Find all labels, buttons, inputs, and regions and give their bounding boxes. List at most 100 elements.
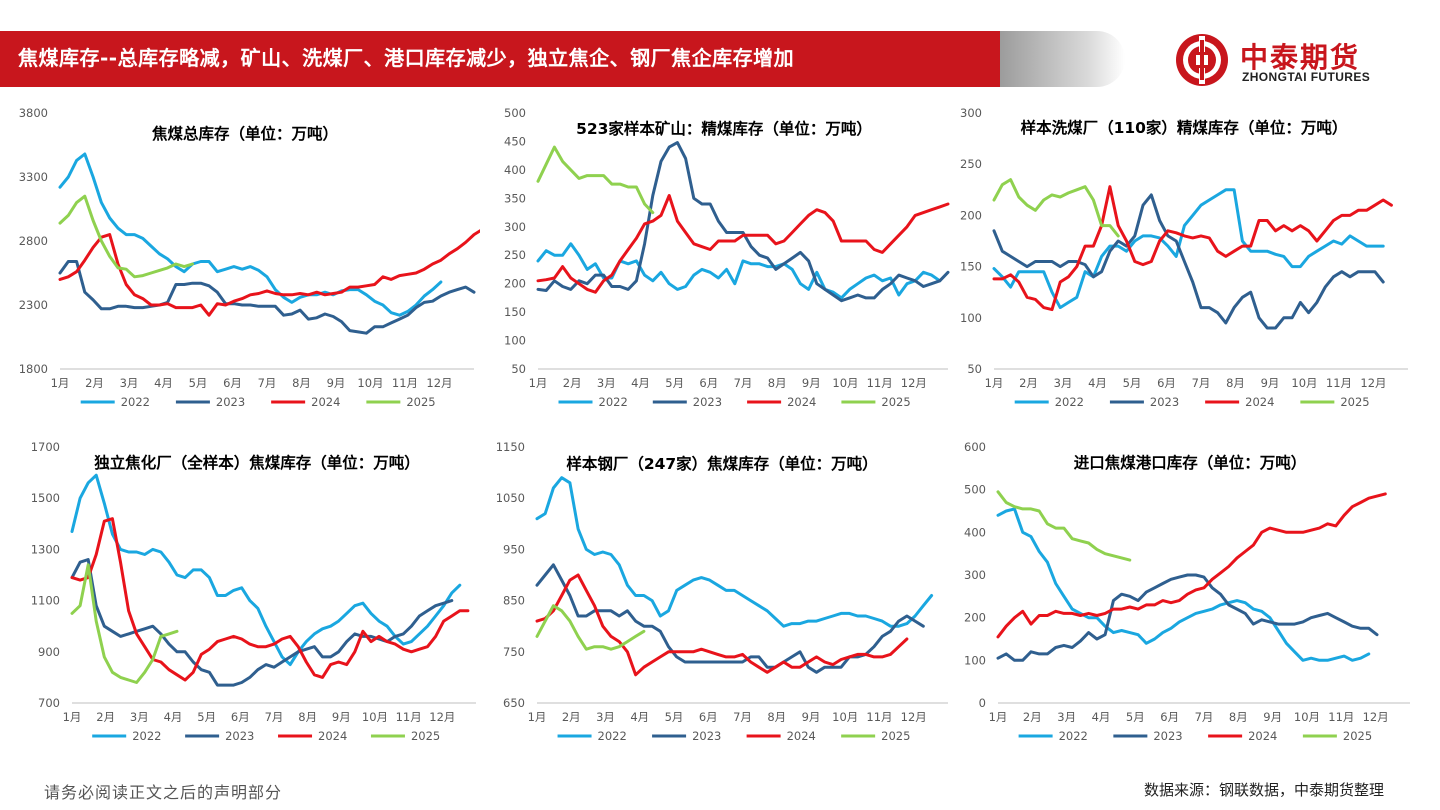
x-tick-label: 11月 bbox=[867, 376, 893, 390]
x-tick-label: 11月 bbox=[1326, 376, 1352, 390]
legend-label-2025: 2025 bbox=[406, 395, 435, 409]
series-line-2022 bbox=[996, 507, 1371, 662]
y-tick-label: 50 bbox=[511, 362, 526, 376]
x-tick-label: 4月 bbox=[154, 376, 173, 390]
x-tick-label: 10月 bbox=[832, 710, 858, 724]
chart-coking-plant-inventory: 700 900 1100 1300 1500 1700 1月 2月 3月 4月 5月 6月 7月 8月 9月… bbox=[31, 440, 476, 743]
series-line-2022 bbox=[58, 152, 443, 317]
x-tick-label: 5月 bbox=[665, 710, 684, 724]
x-tick-label: 12月 bbox=[426, 376, 452, 390]
y-tick-label: 1050 bbox=[496, 491, 525, 505]
y-tick-label: 250 bbox=[504, 248, 526, 262]
chart-title: 样本钢厂（247家）焦煤库存（单位：万吨） bbox=[566, 454, 877, 473]
x-tick-label: 7月 bbox=[734, 376, 753, 390]
series-line-2025 bbox=[58, 194, 194, 279]
legend-label-2022: 2022 bbox=[599, 395, 628, 409]
x-tick-label: 6月 bbox=[231, 710, 250, 724]
x-tick-label: 11月 bbox=[1328, 710, 1354, 724]
chart-title: 独立焦化厂（全样本）焦煤库存（单位：万吨） bbox=[94, 453, 420, 472]
x-tick-label: 2月 bbox=[1023, 710, 1042, 724]
series-line-2024 bbox=[992, 185, 1393, 312]
x-tick-label: 7月 bbox=[265, 710, 284, 724]
logo-icon bbox=[1176, 34, 1228, 86]
y-tick-label: 700 bbox=[38, 696, 60, 710]
x-tick-label: 1月 bbox=[528, 710, 547, 724]
logo-name: 中泰期货 bbox=[1240, 41, 1361, 74]
page-title: 焦煤库存--总库存略减，矿山、洗煤厂、港口库存减少，独立焦企、钢厂焦企库存增加 bbox=[18, 46, 795, 70]
y-tick-label: 100 bbox=[960, 311, 982, 325]
series-line-2022 bbox=[70, 473, 462, 667]
y-tick-label: 350 bbox=[504, 191, 526, 205]
y-tick-label: 200 bbox=[964, 611, 986, 625]
y-tick-label: 100 bbox=[504, 334, 526, 348]
chart-mine-coal-inventory: 50 100 150 200 250 300 350 400 450 500 1月 2月 3月 4月 5月 6… bbox=[504, 106, 950, 409]
y-tick-label: 600 bbox=[964, 440, 986, 454]
y-tick-label: 1150 bbox=[496, 440, 525, 454]
y-tick-label: 300 bbox=[960, 106, 982, 120]
y-tick-label: 750 bbox=[503, 645, 525, 659]
x-tick-label: 2月 bbox=[562, 710, 581, 724]
x-tick-label: 8月 bbox=[292, 376, 311, 390]
x-tick-label: 7月 bbox=[258, 376, 277, 390]
y-tick-label: 400 bbox=[964, 525, 986, 539]
chart-washery-coal-inventory: 50 100 150 200 250 300 1月 2月 3月 4月 5月 6月 7月 8月 9月 10月 11… bbox=[960, 106, 1408, 409]
x-tick-label: 5月 bbox=[197, 710, 216, 724]
series-line-2023 bbox=[58, 260, 476, 335]
header-shadow bbox=[1000, 31, 1125, 87]
series-line-2023 bbox=[996, 573, 1379, 662]
chart-title: 523家样本矿山：精煤库存（单位：万吨） bbox=[576, 119, 872, 138]
y-tick-label: 200 bbox=[504, 277, 526, 291]
series-line-2025 bbox=[536, 145, 655, 215]
x-tick-label: 4月 bbox=[631, 376, 650, 390]
x-tick-label: 10月 bbox=[832, 376, 858, 390]
x-tick-label: 1月 bbox=[63, 710, 82, 724]
disclaimer-text: 请务必阅读正文之后的声明部分 bbox=[44, 783, 283, 802]
x-tick-label: 11月 bbox=[392, 376, 418, 390]
legend-label-2023: 2023 bbox=[692, 729, 721, 743]
series-line-2024 bbox=[996, 492, 1387, 639]
series-line-2022 bbox=[535, 476, 934, 628]
x-tick-label: 5月 bbox=[189, 376, 208, 390]
legend-label-2025: 2025 bbox=[881, 729, 910, 743]
x-tick-label: 6月 bbox=[699, 376, 718, 390]
y-tick-label: 900 bbox=[38, 645, 60, 659]
y-tick-label: 2800 bbox=[19, 234, 48, 248]
chart-port-coal-inventory: 0 100 200 300 400 500 600 1月 2月 3月 4月 5月 6月 7月 8月 9月 10月… bbox=[964, 440, 1410, 743]
x-tick-label: 3月 bbox=[130, 710, 149, 724]
y-tick-label: 250 bbox=[960, 157, 982, 171]
y-tick-label: 0 bbox=[979, 696, 986, 710]
legend-label-2023: 2023 bbox=[693, 395, 722, 409]
series-line-2022 bbox=[992, 188, 1385, 310]
legend-label-2024: 2024 bbox=[311, 395, 340, 409]
legend-label-2024: 2024 bbox=[787, 729, 816, 743]
y-tick-label: 500 bbox=[504, 106, 526, 120]
y-tick-label: 1500 bbox=[31, 491, 60, 505]
legend-label-2024: 2024 bbox=[1245, 395, 1274, 409]
y-tick-label: 1800 bbox=[19, 362, 48, 376]
x-tick-label: 10月 bbox=[1291, 376, 1317, 390]
x-tick-label: 5月 bbox=[665, 376, 684, 390]
legend-label-2022: 2022 bbox=[1055, 395, 1084, 409]
x-tick-label: 9月 bbox=[1263, 710, 1282, 724]
chart-total-coking-coal-inventory: 1800 2300 2800 3300 3800 1月 2月 3月 4月 5月 6月 7月 8月 9月 10… bbox=[19, 106, 480, 409]
series-line-2025 bbox=[535, 604, 646, 651]
series-line-2025 bbox=[70, 563, 179, 684]
x-tick-label: 6月 bbox=[699, 710, 718, 724]
y-tick-label: 2300 bbox=[19, 298, 48, 312]
x-tick-label: 4月 bbox=[1088, 376, 1107, 390]
x-tick-label: 12月 bbox=[1360, 376, 1386, 390]
x-tick-label: 4月 bbox=[164, 710, 183, 724]
y-tick-label: 200 bbox=[960, 208, 982, 222]
legend-label-2023: 2023 bbox=[225, 729, 254, 743]
x-tick-label: 1月 bbox=[985, 376, 1004, 390]
x-tick-label: 11月 bbox=[866, 710, 892, 724]
y-tick-label: 500 bbox=[964, 483, 986, 497]
x-tick-label: 5月 bbox=[1126, 710, 1145, 724]
x-tick-label: 3月 bbox=[597, 376, 616, 390]
x-tick-label: 6月 bbox=[1160, 710, 1179, 724]
x-tick-label: 7月 bbox=[1195, 710, 1214, 724]
x-tick-label: 9月 bbox=[802, 376, 821, 390]
y-tick-label: 850 bbox=[503, 594, 525, 608]
legend-label-2025: 2025 bbox=[411, 729, 440, 743]
chart-title: 样本洗煤厂（110家）精煤库存（单位：万吨） bbox=[1021, 118, 1348, 137]
